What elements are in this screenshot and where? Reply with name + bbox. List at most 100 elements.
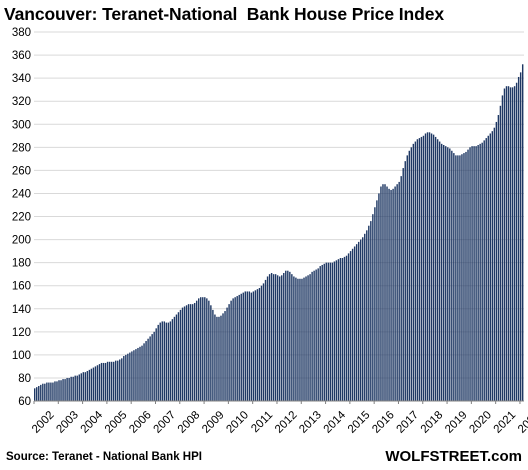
bar (246, 291, 249, 401)
x-tick-label: 2012 (273, 409, 300, 436)
bar (189, 304, 192, 401)
bar (357, 241, 360, 401)
bar (250, 292, 253, 401)
x-tick-label: 2008 (176, 409, 203, 436)
bar (477, 145, 479, 401)
bar (396, 184, 398, 401)
bar (479, 143, 481, 401)
bar (208, 300, 210, 401)
bar (125, 354, 127, 402)
bar (329, 262, 332, 402)
bar (56, 381, 58, 401)
bar (204, 297, 206, 401)
bar (94, 366, 97, 401)
bar (311, 271, 313, 401)
bar (487, 135, 489, 401)
bar (424, 133, 427, 402)
bar (430, 133, 433, 402)
bar (481, 142, 483, 401)
bar (234, 297, 236, 401)
bar (141, 345, 143, 401)
bar (206, 298, 208, 401)
bar (68, 377, 70, 401)
bar (461, 154, 463, 401)
bar (266, 276, 269, 401)
bar (112, 361, 115, 401)
bar (98, 364, 101, 401)
bar (185, 305, 188, 401)
x-tick-label: 2013 (297, 409, 324, 436)
bar (339, 258, 342, 401)
bar (147, 338, 149, 401)
bar (467, 149, 469, 401)
bar (388, 188, 390, 401)
bar (270, 273, 273, 401)
bar (175, 314, 178, 401)
bar (74, 375, 76, 401)
bar (262, 283, 265, 401)
bar (400, 176, 402, 401)
x-tick-label: 2010 (224, 409, 251, 436)
bar (96, 365, 99, 401)
x-tick-label: 2021 (492, 409, 519, 436)
bar (428, 132, 431, 401)
bar (317, 268, 319, 401)
axes (33, 400, 524, 404)
bar (513, 86, 516, 401)
brand-label: WOLFSTREET.com (385, 448, 522, 465)
bar (149, 336, 151, 401)
bar (80, 373, 82, 401)
bar (202, 297, 204, 401)
bar (165, 322, 168, 401)
bar (372, 214, 374, 401)
bar (222, 313, 224, 401)
bar (252, 291, 255, 401)
y-tick-label: 220 (12, 212, 31, 224)
bar (244, 291, 246, 401)
bar (321, 264, 323, 401)
bar (198, 298, 200, 401)
bar (473, 146, 475, 401)
x-tick-label: 2007 (152, 409, 179, 436)
bar (359, 239, 362, 401)
bar (114, 360, 117, 401)
bar (76, 375, 78, 401)
x-tick-label: 2015 (346, 409, 373, 436)
y-tick-label: 240 (12, 188, 31, 200)
y-tick-label: 300 (12, 119, 31, 131)
y-tick-label: 100 (12, 350, 31, 362)
bar (62, 379, 64, 401)
bar (268, 274, 271, 401)
bar (337, 259, 340, 401)
x-tick-label: 2004 (79, 409, 106, 436)
chart-title: Vancouver: Teranet-National Bank House P… (4, 4, 444, 24)
bar (226, 307, 228, 401)
bar (66, 377, 68, 401)
bar (145, 341, 147, 401)
bar (414, 141, 417, 402)
bar (90, 368, 93, 401)
bar (521, 64, 524, 401)
bar (254, 290, 257, 401)
y-tick-labels: 60 80 100 120 140 160 180 200 220 240 260 280 300 320… (12, 27, 31, 408)
y-tick-label: 280 (12, 142, 31, 154)
bar (313, 270, 315, 401)
bar (501, 95, 504, 402)
bar (362, 237, 364, 401)
bar (515, 82, 518, 402)
bar (301, 278, 303, 401)
y-tick-label: 200 (12, 235, 31, 247)
bar (104, 362, 107, 401)
bar (133, 350, 135, 401)
bar (390, 189, 392, 401)
x-tick-label: 2009 (200, 409, 227, 436)
bar (193, 302, 196, 401)
y-tick-label: 360 (12, 50, 31, 62)
bar (48, 382, 50, 401)
bar (459, 155, 461, 401)
x-tick-label: 2011 (249, 409, 275, 435)
bar (238, 294, 240, 401)
bar (129, 352, 131, 401)
bar (135, 349, 137, 401)
